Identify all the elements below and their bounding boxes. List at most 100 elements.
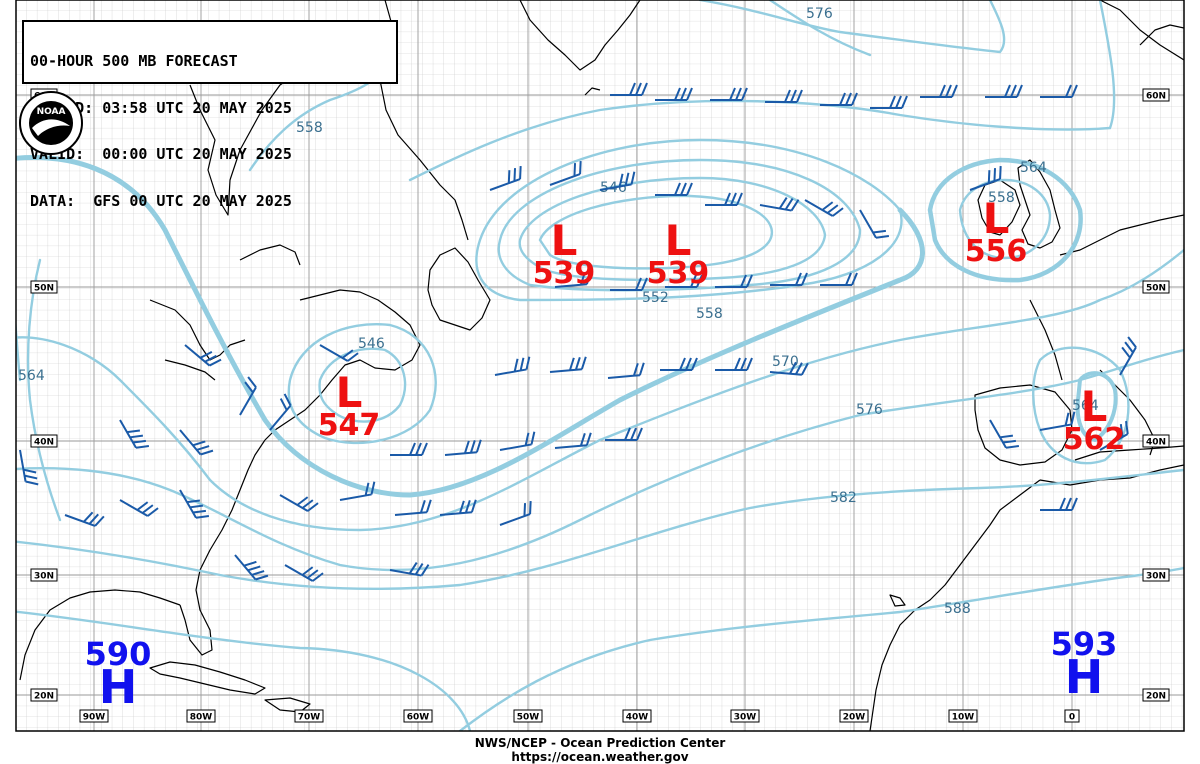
wind-barb: [179, 429, 214, 456]
wind-barb: [859, 209, 890, 239]
low-center-value: 539: [647, 256, 710, 291]
low-center-letter: L: [983, 194, 1010, 243]
low-center: L 547: [318, 368, 381, 443]
lon-label-text: 50W: [517, 713, 540, 723]
wind-barb: [820, 92, 858, 106]
high-center-value: 593: [1051, 625, 1118, 663]
wind-barb: [554, 271, 592, 288]
valid-line: VALID: 00:00 UTC 20 MAY 2025: [30, 145, 292, 163]
wind-barb: [759, 196, 800, 212]
lon-label-text: 60W: [407, 713, 430, 723]
low-center: L 539: [647, 216, 710, 291]
lon-label: 0: [1064, 709, 1080, 723]
wind-barb: [119, 419, 150, 449]
noaa-logo-text: NOAA: [37, 107, 66, 117]
wind-barb: [339, 481, 376, 501]
lon-label: 60W: [403, 709, 433, 723]
lon-label-text: 30W: [734, 713, 757, 723]
forecast-title: 00-HOUR 500 MB FORECAST: [30, 52, 238, 70]
wind-barb: [985, 84, 1023, 98]
wind-barb: [607, 362, 645, 379]
lat-label-text: 60N: [1146, 92, 1166, 102]
contour-label: 558: [696, 306, 723, 322]
wind-barb: [319, 344, 359, 362]
contour-label: 558: [988, 190, 1015, 206]
wind-barb: [269, 393, 292, 431]
contour-label: 558: [296, 120, 323, 136]
noaa-logo: NOAA: [19, 91, 83, 155]
wind-barb: [549, 356, 587, 373]
low-center-letter: L: [336, 368, 363, 417]
contour-label: 582: [830, 490, 857, 506]
lon-label-text: 80W: [190, 713, 213, 723]
data-line: DATA: GFS 00 UTC 20 MAY 2025: [30, 191, 292, 210]
wind-barb: [665, 274, 703, 288]
contour-label: 564: [1020, 160, 1047, 176]
wind-barb: [599, 171, 636, 191]
wind-barb: [390, 442, 428, 456]
contour-label: 588: [944, 601, 971, 617]
low-center-value: 562: [1063, 422, 1126, 457]
lon-label: 90W: [79, 709, 109, 723]
wind-barb: [499, 501, 532, 526]
wind-barb: [19, 449, 39, 486]
wind-barb: [184, 344, 222, 367]
lon-label: 50W: [513, 709, 543, 723]
wind-barb: [439, 499, 477, 516]
wind-barb: [705, 192, 743, 206]
wind-barb: [804, 199, 844, 217]
wind-barb: [870, 95, 908, 109]
low-center: L 539: [533, 216, 596, 291]
lon-label: 10W: [948, 709, 978, 723]
footer-url[interactable]: https://ocean.weather.gov: [511, 750, 689, 764]
low-center: L 556: [965, 194, 1028, 269]
lon-label-text: 10W: [952, 713, 975, 723]
high-center: 590 H: [85, 635, 152, 714]
lat-label: 60N: [1142, 88, 1170, 102]
lat-label: 40N: [30, 434, 58, 448]
lon-label-group: 90W 80W 70W 60W 50W 40W 30W 20W 10W 0: [79, 709, 1080, 723]
lon-label: 80W: [186, 709, 216, 723]
lon-label: 20W: [839, 709, 869, 723]
contour-label: 552: [642, 290, 669, 306]
wind-barb: [239, 376, 257, 416]
wind-barb: [119, 499, 159, 517]
lat-label-text: 50N: [34, 284, 54, 294]
lon-label: 30W: [730, 709, 760, 723]
lat-label: 20N: [30, 688, 58, 702]
lon-label-text: 90W: [83, 713, 106, 723]
contour-label: 564: [1072, 398, 1099, 414]
wind-barb: [610, 277, 648, 291]
high-center-value: 590: [85, 635, 152, 673]
wind-barb: [655, 182, 693, 196]
lat-label-text: 30N: [34, 572, 54, 582]
wind-barb: [710, 87, 748, 101]
footer-agency: NWS/NCEP - Ocean Prediction Center: [474, 736, 726, 750]
wind-barb: [554, 432, 592, 449]
wind-barbs: [19, 82, 1137, 582]
wind-barb: [234, 554, 269, 581]
lat-label: 40N: [1142, 434, 1170, 448]
contour-label: 576: [856, 402, 883, 418]
lat-label-text: 40N: [34, 438, 54, 448]
low-center: L 562: [1063, 382, 1126, 457]
lon-label-text: 70W: [298, 713, 321, 723]
wind-barb: [489, 166, 522, 191]
lat-label: 30N: [1142, 568, 1170, 582]
wind-barb: [494, 356, 531, 376]
lat-label-text: 20N: [1146, 692, 1166, 702]
wind-barb: [284, 564, 324, 582]
wind-barb: [279, 494, 319, 512]
wind-barb: [715, 357, 753, 371]
lat-label-text: 20N: [34, 692, 54, 702]
wind-barb: [989, 419, 1020, 449]
high-center-letter: H: [99, 660, 138, 714]
lat-label: 20N: [1142, 688, 1170, 702]
wind-barb: [1040, 84, 1078, 98]
low-center-letter: L: [665, 216, 692, 265]
low-center-value: 556: [965, 234, 1028, 269]
lon-label-text: 40W: [626, 713, 649, 723]
lat-label: 50N: [30, 280, 58, 294]
low-center-letter: L: [551, 216, 578, 265]
wind-barb: [969, 166, 1002, 191]
